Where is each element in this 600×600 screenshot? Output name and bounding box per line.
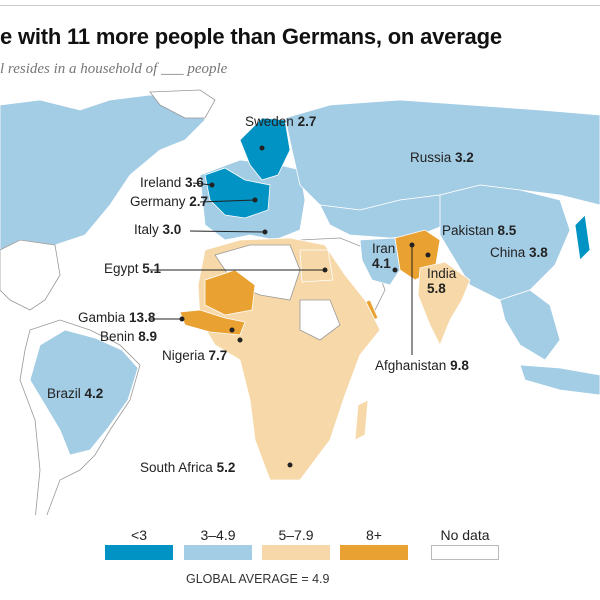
label-iran: Iran 4.1 bbox=[372, 241, 396, 271]
country-egypt bbox=[299, 249, 334, 283]
region-east-africa-nodata bbox=[299, 299, 341, 341]
label-egypt: Egypt 5.1 bbox=[104, 261, 162, 276]
legend-label-8plus: 8+ bbox=[366, 527, 382, 543]
country-india bbox=[417, 261, 471, 346]
country-brazil bbox=[29, 329, 139, 456]
country-west-africa-orange bbox=[179, 309, 246, 336]
label-pakistan: Pakistan 8.5 bbox=[442, 223, 517, 238]
legend-label-lt3: <3 bbox=[131, 527, 147, 543]
chart-title: e with 11 more people than Germans, on a… bbox=[0, 24, 502, 49]
legend-swatch-nodata bbox=[431, 545, 499, 560]
legend-label-5to7.9: 5–7.9 bbox=[278, 527, 314, 543]
country-madagascar bbox=[354, 399, 369, 441]
legend-swatch-5to7.9 bbox=[262, 545, 330, 560]
legend-label-3to4.9: 3–4.9 bbox=[200, 527, 236, 543]
world-map bbox=[0, 89, 600, 515]
label-benin: Benin 8.9 bbox=[100, 329, 158, 344]
region-greenland bbox=[149, 89, 216, 119]
region-southeast-asia bbox=[499, 289, 561, 361]
region-central-america bbox=[0, 239, 61, 311]
label-ireland: Ireland 3.6 bbox=[140, 175, 204, 190]
legend-swatch-lt3 bbox=[105, 545, 173, 560]
label-india: India 5.8 bbox=[427, 266, 457, 296]
legend-label-nodata: No data bbox=[440, 527, 490, 543]
label-sweden: Sweden 2.7 bbox=[245, 114, 317, 129]
label-afghanistan: Afghanistan 9.8 bbox=[375, 358, 469, 373]
country-china bbox=[439, 184, 571, 301]
legend-swatch-8plus bbox=[340, 545, 408, 560]
label-germany: Germany 2.7 bbox=[130, 194, 209, 209]
label-italy: Italy 3.0 bbox=[134, 222, 182, 237]
label-gambia: Gambia 13.8 bbox=[78, 310, 156, 325]
label-china: China 3.8 bbox=[490, 245, 548, 260]
label-nigeria: Nigeria 7.7 bbox=[162, 348, 228, 363]
top-rule bbox=[0, 5, 600, 6]
country-korea-japan bbox=[574, 214, 591, 261]
label-brazil: Brazil 4.2 bbox=[47, 386, 104, 401]
chart-subtitle: l resides in a household of ___ people bbox=[0, 61, 228, 77]
legend-swatch-3to4.9 bbox=[184, 545, 252, 560]
global-average: GLOBAL AVERAGE = 4.9 bbox=[186, 572, 330, 586]
country-uk-germany bbox=[204, 167, 271, 219]
region-central-asia bbox=[319, 194, 446, 239]
country-scandinavia bbox=[239, 117, 291, 181]
region-indonesia bbox=[519, 364, 600, 396]
label-russia: Russia 3.2 bbox=[410, 150, 474, 165]
label-south-africa: South Africa 5.2 bbox=[140, 460, 236, 475]
